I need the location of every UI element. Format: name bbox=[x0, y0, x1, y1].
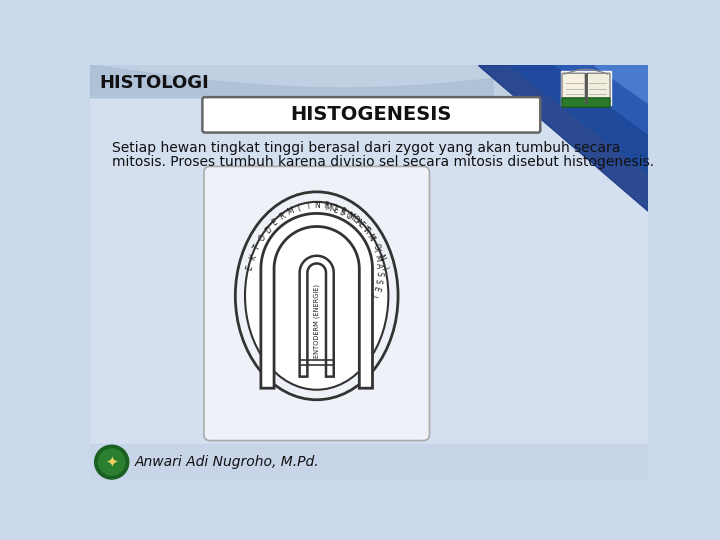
Text: ): ) bbox=[379, 265, 389, 271]
PathPatch shape bbox=[300, 256, 334, 377]
Text: D: D bbox=[350, 215, 360, 226]
Text: M: M bbox=[346, 211, 356, 222]
Text: E: E bbox=[331, 205, 338, 215]
Text: HISTOLOGI: HISTOLOGI bbox=[99, 75, 209, 92]
Bar bbox=[90, 444, 648, 481]
Text: mitosis. Proses tumbuh karena divisio sel secara mitosis disebut histogenesis.: mitosis. Proses tumbuh karena divisio se… bbox=[112, 155, 654, 169]
Text: M: M bbox=[364, 232, 375, 242]
PathPatch shape bbox=[261, 213, 372, 388]
Text: O: O bbox=[343, 211, 354, 221]
Circle shape bbox=[94, 445, 129, 479]
Text: N: N bbox=[375, 253, 386, 262]
Text: HISTOGENESIS: HISTOGENESIS bbox=[291, 105, 452, 124]
Text: E: E bbox=[356, 220, 365, 230]
FancyBboxPatch shape bbox=[587, 73, 610, 103]
Text: S: S bbox=[374, 271, 383, 276]
Text: T: T bbox=[361, 225, 370, 235]
Text: ): ) bbox=[368, 292, 377, 298]
Text: S: S bbox=[338, 207, 346, 218]
Text: F: F bbox=[323, 201, 328, 211]
Text: A: A bbox=[374, 263, 383, 268]
Text: Setiap hewan tingkat tinggi berasal dari zygot yang akan tumbuh secara: Setiap hewan tingkat tinggi berasal dari… bbox=[112, 141, 620, 155]
FancyBboxPatch shape bbox=[202, 97, 540, 132]
Polygon shape bbox=[594, 65, 648, 103]
Text: M: M bbox=[323, 203, 331, 213]
Polygon shape bbox=[90, 65, 493, 98]
Text: M: M bbox=[373, 254, 383, 262]
Text: K: K bbox=[248, 253, 258, 261]
Text: Anwari Adi Nugroho, M.Pd.: Anwari Adi Nugroho, M.Pd. bbox=[135, 455, 320, 469]
Text: O: O bbox=[257, 233, 267, 244]
Text: O: O bbox=[330, 203, 338, 213]
Polygon shape bbox=[555, 65, 648, 134]
Text: T: T bbox=[252, 243, 262, 252]
Text: I: I bbox=[306, 201, 310, 211]
Bar bbox=[561, 71, 611, 105]
Text: ENTODERM (ENERGIE): ENTODERM (ENERGIE) bbox=[313, 284, 320, 358]
Text: E: E bbox=[371, 284, 381, 292]
Text: O: O bbox=[371, 242, 382, 252]
FancyBboxPatch shape bbox=[562, 73, 585, 103]
Text: D: D bbox=[263, 225, 274, 235]
Polygon shape bbox=[508, 65, 648, 173]
FancyBboxPatch shape bbox=[204, 166, 429, 441]
Text: I: I bbox=[367, 234, 375, 242]
Text: ✦: ✦ bbox=[105, 455, 118, 470]
Text: S: S bbox=[373, 278, 382, 284]
Text: N: N bbox=[314, 201, 320, 210]
Text: R: R bbox=[278, 211, 287, 222]
Text: R: R bbox=[338, 206, 347, 217]
Bar bbox=[90, 96, 648, 446]
Ellipse shape bbox=[245, 202, 388, 390]
Text: (: ( bbox=[297, 204, 302, 213]
Text: E: E bbox=[271, 218, 279, 228]
FancyBboxPatch shape bbox=[562, 98, 610, 107]
Bar bbox=[90, 65, 648, 98]
Text: R: R bbox=[360, 226, 371, 236]
Text: (: ( bbox=[372, 248, 381, 254]
Text: E: E bbox=[244, 264, 254, 272]
Circle shape bbox=[99, 449, 125, 475]
Polygon shape bbox=[477, 65, 648, 211]
Text: M: M bbox=[286, 206, 295, 217]
Text: A: A bbox=[354, 218, 363, 228]
